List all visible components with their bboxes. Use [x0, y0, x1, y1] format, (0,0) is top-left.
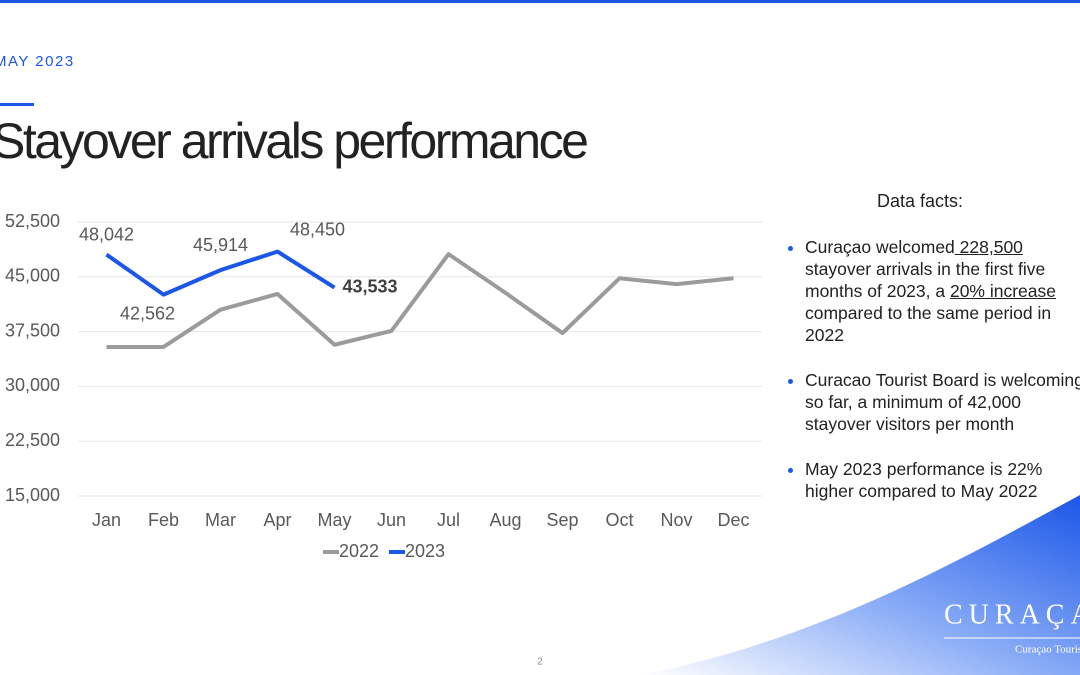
x-tick-label: Sep [546, 510, 578, 530]
facts-title: Data facts: [876, 191, 964, 211]
x-tick-label: Feb [148, 510, 179, 530]
y-tick-label: 37,500 [5, 320, 60, 340]
fact-text: Curaçao welcomed [805, 237, 955, 257]
page-number: 2 [537, 657, 543, 668]
x-tick-label: Apr [263, 510, 291, 530]
fact-text: stayover arrivals in the first five mont… [805, 259, 1046, 301]
data-label: 45,914 [193, 235, 248, 255]
date: MAY 2023 [0, 53, 75, 70]
series-line [105, 249, 336, 297]
y-tick-label: 52,500 [5, 211, 60, 231]
x-tick-label: May [317, 510, 351, 530]
y-tick-label: 30,000 [5, 375, 60, 395]
y-tick-label: 15,000 [5, 485, 60, 505]
fact-text: 228,500 [954, 237, 1023, 257]
x-tick-label: Jul [437, 510, 460, 530]
legend-label: 2023 [405, 541, 445, 561]
legend-label: 2022 [339, 541, 379, 561]
fact-text: 20% increase [949, 281, 1057, 301]
x-tick-label: Jun [377, 510, 406, 530]
x-tick-label: Jan [92, 510, 121, 530]
x-tick-label: Mar [205, 510, 236, 530]
fact-text: compared to the same period in 2022 [805, 303, 1052, 345]
fact: May 2023 performance is 22% higher compa… [805, 458, 1080, 502]
x-tick-label: Nov [660, 510, 692, 530]
data-label: 43,533 [343, 276, 398, 296]
top-bar [0, 0, 1080, 3]
heading: Stayover arrivals performance [0, 113, 587, 169]
fact-text: May 2023 performance is 22% higher compa… [805, 459, 1043, 501]
x-tick-label: Aug [489, 510, 521, 530]
fact: Curacao Tourist Board is welcoming, so f… [805, 369, 1080, 435]
facts-list: Curaçao welcomed 228,500 stayover arriva… [780, 236, 1080, 502]
logo-sub: Curaçao Tourist Board [1015, 644, 1080, 656]
x-tick-label: Dec [717, 510, 749, 530]
y-tick-label: 45,000 [5, 266, 60, 286]
corner-wave [640, 495, 1080, 675]
logo: CURAÇAO [944, 599, 1080, 630]
x-tick-label: Oct [605, 510, 633, 530]
fact: Curaçao welcomed 228,500 stayover arriva… [805, 236, 1080, 346]
y-tick-label: 22,500 [5, 430, 60, 450]
data-label: 42,562 [120, 303, 175, 323]
data-label: 48,042 [79, 224, 134, 244]
fact-text: Curacao Tourist Board is welcoming, so f… [805, 370, 1080, 434]
facts: Data facts: Curaçao welcomed 228,500 sta… [780, 190, 1080, 525]
accent [0, 103, 34, 106]
series-line [106, 252, 734, 349]
data-label: 48,450 [290, 219, 345, 239]
